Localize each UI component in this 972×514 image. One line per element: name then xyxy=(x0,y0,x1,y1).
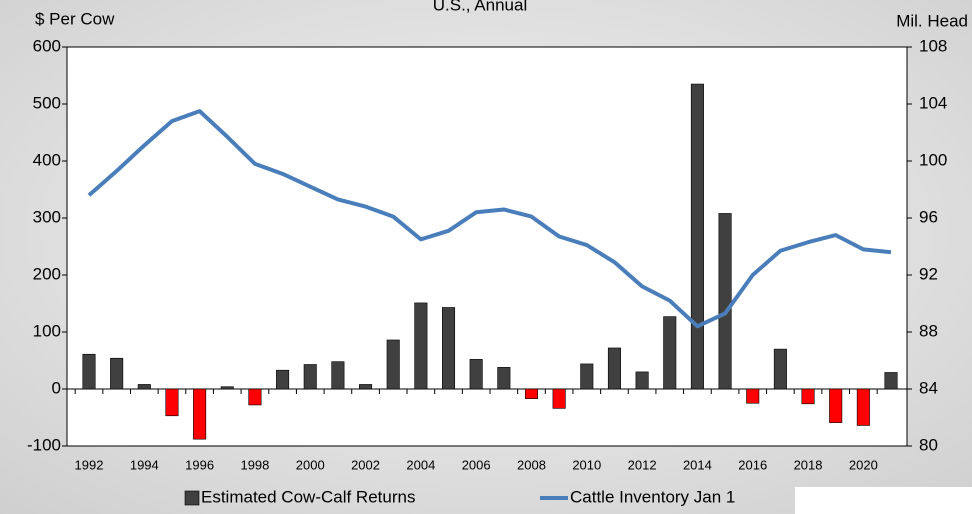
chart-title: U.S., Annual xyxy=(433,0,528,14)
legend-swatch xyxy=(184,490,200,506)
x-tick-label: 2006 xyxy=(462,457,491,472)
bar xyxy=(110,357,124,390)
bar xyxy=(580,363,594,390)
y2-tick-label: 96 xyxy=(919,207,938,226)
bar xyxy=(248,388,262,406)
y2-tick-label: 100 xyxy=(919,150,947,169)
legend-label: Estimated Cow-Calf Returns xyxy=(201,487,415,506)
line xyxy=(87,109,892,329)
x-tick-label: 2000 xyxy=(296,457,325,472)
bar xyxy=(663,316,677,390)
bar xyxy=(524,388,539,399)
y-tick-label: 500 xyxy=(33,93,61,112)
legend-label: Cattle Inventory Jan 1 xyxy=(570,487,735,506)
bar xyxy=(773,348,787,390)
x-tick-label: 2016 xyxy=(738,457,767,472)
bar xyxy=(469,359,483,390)
plot-area xyxy=(66,46,908,447)
bar xyxy=(801,388,815,405)
legend-box-edge xyxy=(795,487,972,514)
bar xyxy=(303,364,317,390)
x-tick-label: 2020 xyxy=(849,457,878,472)
y-tick-label: 400 xyxy=(33,150,61,169)
y-tick-label: 100 xyxy=(33,321,61,340)
bar xyxy=(884,372,898,390)
bar xyxy=(607,347,621,390)
bar xyxy=(746,388,760,404)
x-tick-label: 1998 xyxy=(240,457,269,472)
y2-tick-label: 104 xyxy=(919,93,947,112)
x-tick-label: 1996 xyxy=(185,457,214,472)
bar xyxy=(718,213,732,390)
bar xyxy=(137,384,151,390)
x-tick-label: 1994 xyxy=(130,457,159,472)
y-tick-label: 600 xyxy=(33,36,61,55)
y2-tick-label: 92 xyxy=(919,264,938,283)
x-tick-label: 2004 xyxy=(406,457,435,472)
bar xyxy=(386,339,400,390)
bar xyxy=(193,388,207,440)
bar xyxy=(82,353,96,390)
y-tick-label: 0 xyxy=(52,378,61,397)
y2-tick-label: 108 xyxy=(919,36,947,55)
y-tick-label: -100 xyxy=(27,435,61,454)
bar xyxy=(414,302,428,390)
bar xyxy=(552,388,566,409)
bar xyxy=(690,83,704,390)
bar xyxy=(635,371,649,390)
x-tick-label: 2002 xyxy=(351,457,380,472)
bar xyxy=(331,361,345,390)
y-axis-label: $ Per Cow xyxy=(35,9,115,28)
bar xyxy=(220,386,234,390)
y-tick-label: 200 xyxy=(33,264,61,283)
x-tick-label: 2018 xyxy=(794,457,823,472)
x-tick-label: 2010 xyxy=(572,457,601,472)
y2-axis-label: Mil. Head xyxy=(896,11,968,30)
bar xyxy=(497,367,511,390)
x-tick-label: 2008 xyxy=(517,457,546,472)
x-tick-label: 2014 xyxy=(683,457,712,472)
x-tick-label: 1992 xyxy=(75,457,104,472)
y-tick-label: 300 xyxy=(33,207,61,226)
bar xyxy=(276,369,290,390)
x-tick-label: 2012 xyxy=(628,457,657,472)
y2-tick-label: 80 xyxy=(919,435,938,454)
bar xyxy=(856,388,870,426)
y2-tick-label: 84 xyxy=(919,378,938,397)
y2-tick-label: 88 xyxy=(919,321,938,340)
bar xyxy=(165,388,179,417)
bar xyxy=(359,384,373,390)
bar xyxy=(441,307,456,390)
bar xyxy=(829,388,843,423)
